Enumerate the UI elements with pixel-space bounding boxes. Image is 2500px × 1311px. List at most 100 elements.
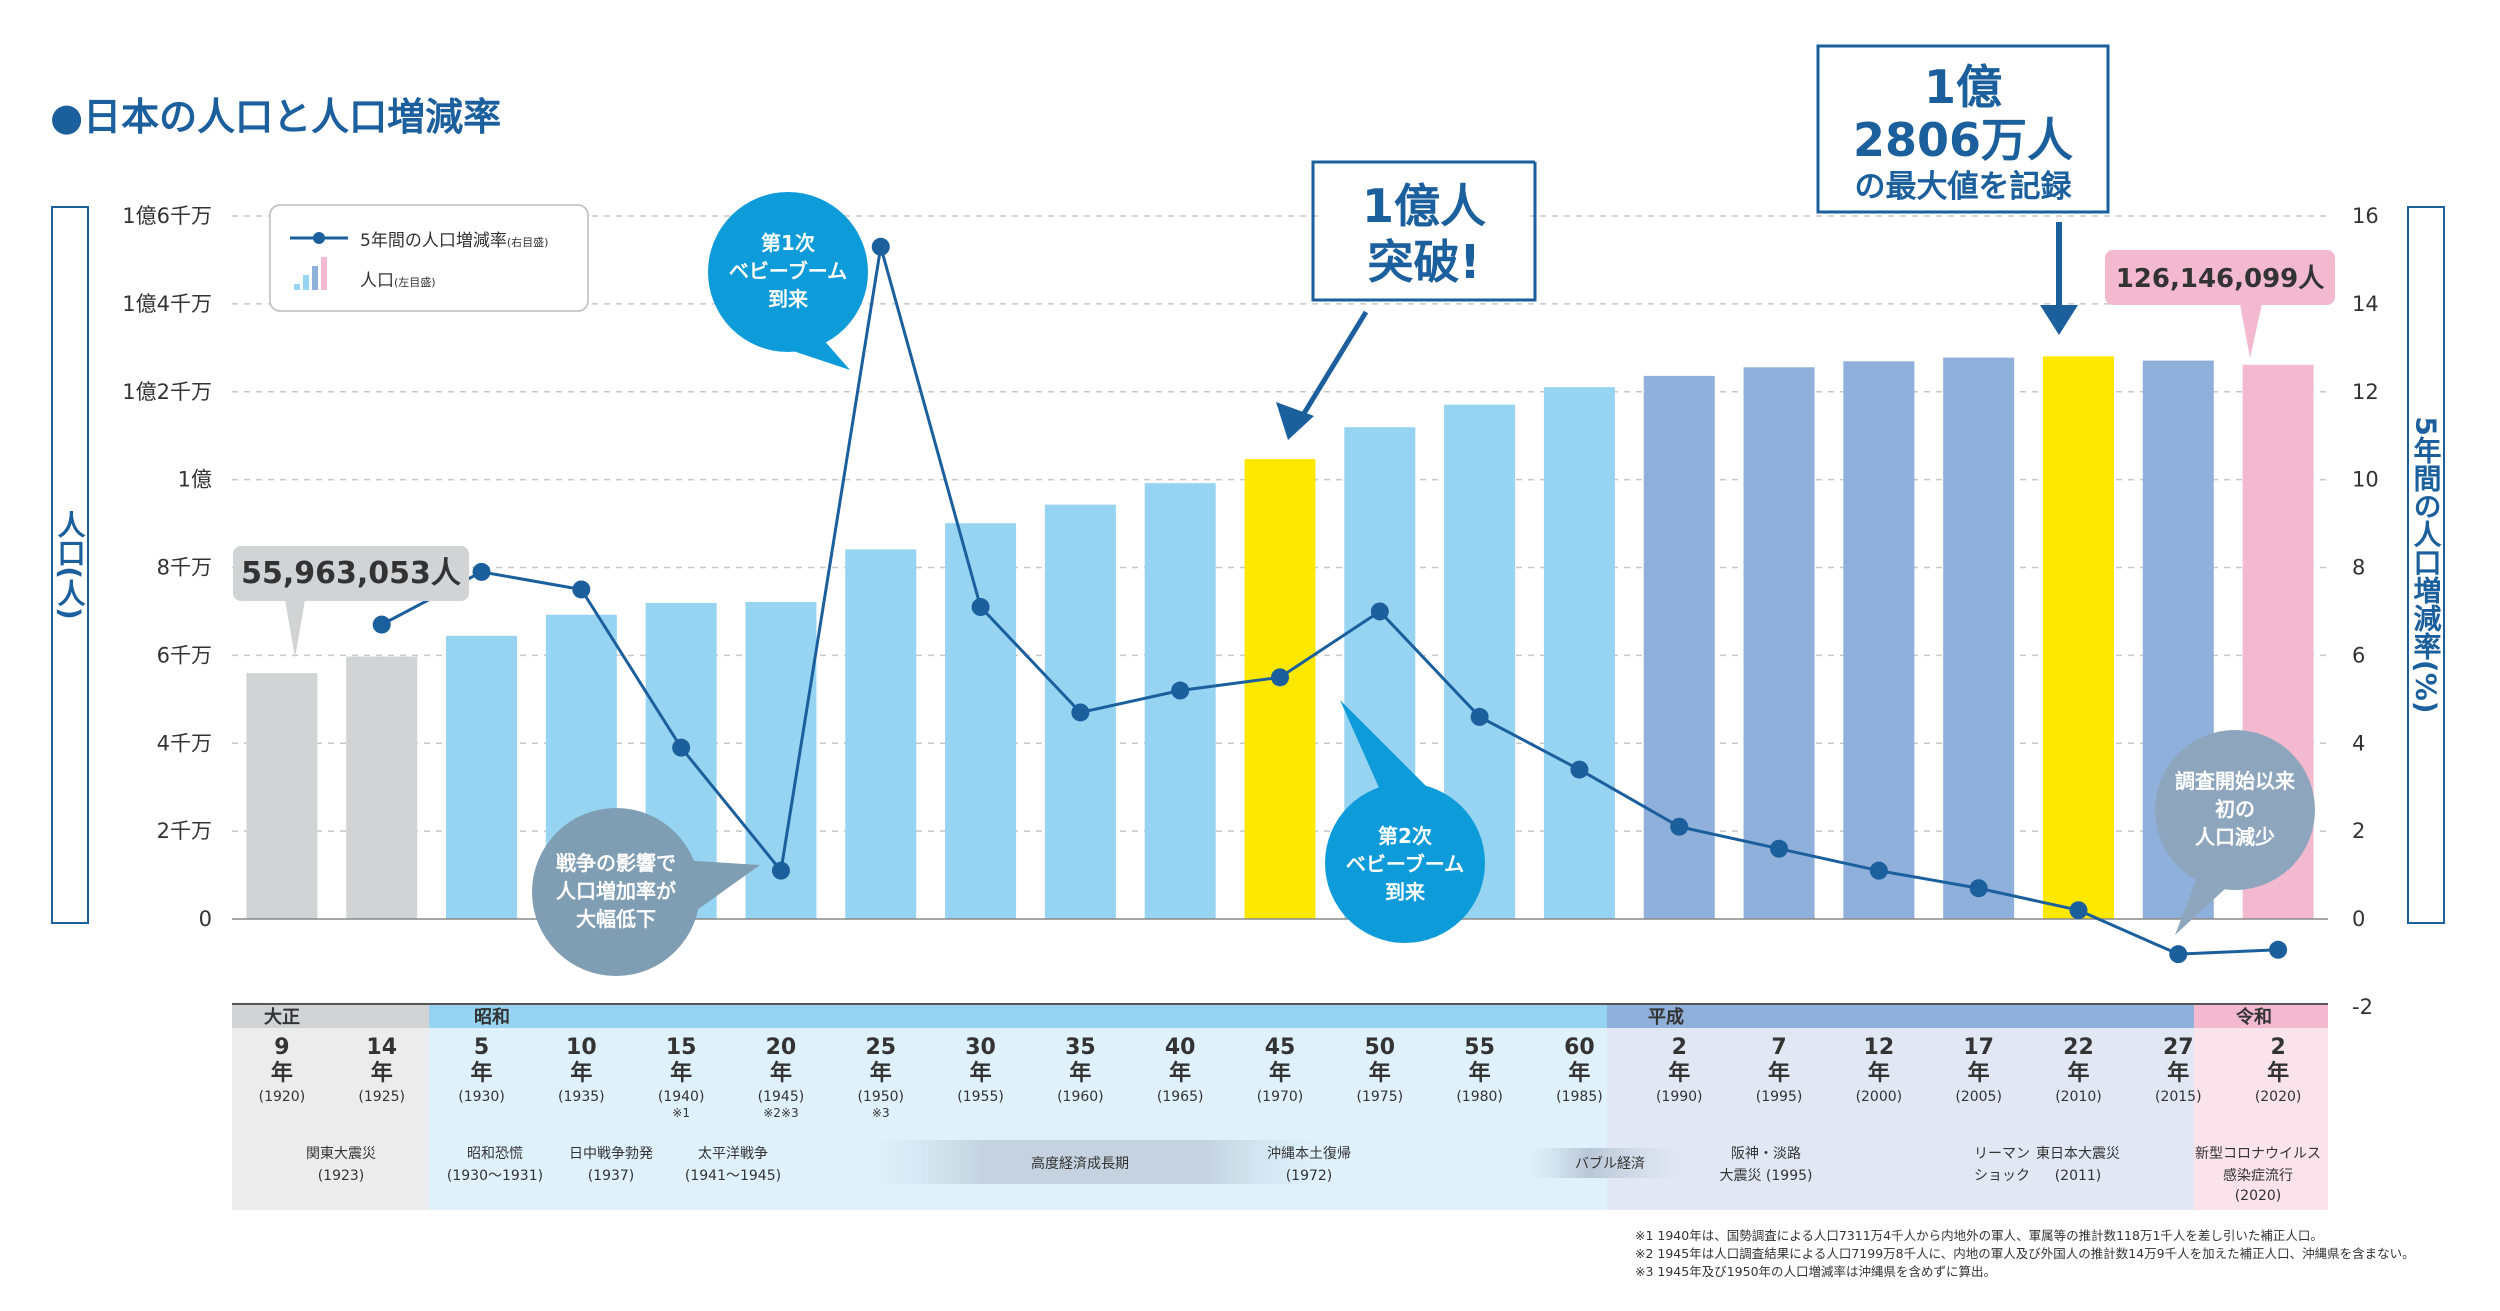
event-hanshin: 阪神・淡路 bbox=[1731, 1146, 1801, 1162]
footnotes: ※1 1940年は、国勢調査による人口7311万4千人から内地外の軍人、軍属等の… bbox=[1635, 1228, 2415, 1279]
ad-year: (2015) bbox=[2155, 1089, 2202, 1105]
year-number: 25 bbox=[865, 1035, 896, 1060]
year-unit: 年 bbox=[1868, 1060, 1890, 1086]
event-okinawa-year: (1972) bbox=[1286, 1168, 1333, 1184]
year-note: ※2※3 bbox=[763, 1106, 798, 1120]
population-bar bbox=[1743, 367, 1815, 919]
svg-text:2806万人: 2806万人 bbox=[1853, 113, 2073, 167]
left-tick-label: 1億 bbox=[178, 468, 212, 492]
left-tick-label: 8千万 bbox=[157, 556, 212, 580]
rate-line-path bbox=[381, 246, 2279, 956]
year-number: 2 bbox=[2270, 1035, 2285, 1060]
event-sino-war: 日中戦争勃発 bbox=[569, 1146, 653, 1162]
population-bar bbox=[1843, 361, 1915, 919]
right-tick-label: 8 bbox=[2352, 556, 2365, 580]
year-number: 45 bbox=[1265, 1035, 1296, 1060]
year-unit: 年 bbox=[1369, 1060, 1391, 1086]
event-kanto-year: (1923) bbox=[318, 1168, 365, 1184]
event-lehman-2: ショック bbox=[1974, 1168, 2030, 1184]
right-tick-label: 0 bbox=[2352, 907, 2365, 931]
rate-point bbox=[1770, 839, 1789, 858]
svg-text:調査開始以来: 調査開始以来 bbox=[2175, 769, 2296, 793]
rate-point bbox=[1071, 703, 1090, 722]
event-showa-crisis: 昭和恐慌 bbox=[467, 1146, 523, 1162]
svg-text:到来: 到来 bbox=[768, 287, 809, 311]
year-unit: 年 bbox=[770, 1060, 792, 1086]
callout-last-pop: 126,146,099人 bbox=[2105, 250, 2335, 358]
year-number: 14 bbox=[366, 1035, 397, 1060]
legend-rate-label: 5年間の人口増減率 bbox=[360, 231, 507, 251]
ad-year: (1940) bbox=[658, 1089, 705, 1105]
right-tick-label: 12 bbox=[2352, 380, 2379, 404]
year-unit: 年 bbox=[870, 1060, 892, 1086]
year-unit: 年 bbox=[1469, 1060, 1491, 1086]
population-bar bbox=[1144, 483, 1216, 919]
year-unit: 年 bbox=[1568, 1060, 1590, 1086]
year-number: 15 bbox=[666, 1035, 697, 1060]
left-axis-ticks: 0 2千万 4千万 6千万 8千万 1億 1億2千万 1億4千万 1億6千万 bbox=[122, 204, 212, 931]
callout-max-pop: 1億 2806万人 の最大値を記録 bbox=[1816, 44, 2110, 335]
ad-year: (2010) bbox=[2055, 1089, 2102, 1105]
year-number: 27 bbox=[2163, 1035, 2194, 1060]
rate-point bbox=[2069, 901, 2088, 920]
svg-text:人口増加率が: 人口増加率が bbox=[556, 879, 676, 903]
right-axis-title: 5年間の人口増減率(%) bbox=[2410, 416, 2443, 713]
population-bar bbox=[1244, 459, 1316, 919]
year-unit: 年 bbox=[970, 1060, 992, 1086]
left-tick-label: 6千万 bbox=[157, 643, 212, 667]
event-kanto: 関東大震災 bbox=[306, 1146, 376, 1162]
population-bar bbox=[945, 523, 1017, 919]
footnote-3: ※3 1945年及び1950年の人口増減率は沖縄県を含めずに算出。 bbox=[1635, 1264, 1996, 1279]
year-unit: 年 bbox=[1269, 1060, 1291, 1086]
legend-pop-note: (左目盛) bbox=[394, 275, 436, 289]
year-number: 7 bbox=[1771, 1035, 1786, 1060]
population-bar bbox=[1643, 375, 1715, 919]
timeline: 大正 昭和 平成 令和 9年(1920)14年(1925)5年(1930)10年… bbox=[232, 1003, 2328, 1210]
year-number: 50 bbox=[1364, 1035, 1395, 1060]
year-number: 60 bbox=[1564, 1035, 1595, 1060]
svg-text:5年間の人口増減率(右目盛): 5年間の人口増減率(右目盛) bbox=[360, 231, 548, 251]
svg-text:初の: 初の bbox=[2215, 797, 2255, 821]
rate-point bbox=[1869, 861, 1888, 880]
year-unit: 年 bbox=[1169, 1060, 1191, 1086]
event-covid-2: 感染症流行 bbox=[2223, 1167, 2293, 1184]
left-tick-label: 0 bbox=[199, 907, 212, 931]
page-title: ●日本の人口と人口増減率 bbox=[50, 95, 501, 139]
left-tick-label: 1億4千万 bbox=[122, 292, 212, 316]
year-number: 17 bbox=[1963, 1035, 1994, 1060]
svg-text:1億: 1億 bbox=[1924, 60, 2002, 114]
year-number: 35 bbox=[1065, 1035, 1096, 1060]
svg-text:55,963,053人: 55,963,053人 bbox=[241, 556, 461, 591]
event-tohoku-year: (2011) bbox=[2055, 1168, 2102, 1184]
rate-point bbox=[2169, 945, 2188, 964]
year-note: ※1 bbox=[672, 1106, 690, 1120]
right-tick-label: 16 bbox=[2352, 204, 2379, 228]
year-number: 40 bbox=[1165, 1035, 1196, 1060]
footnote-2: ※2 1945年は人口調査結果による人口7199万8千人に、内地の軍人及び外国人… bbox=[1635, 1246, 2415, 1261]
rate-point bbox=[572, 580, 591, 599]
svg-text:ベビーブーム: ベビーブーム bbox=[729, 259, 847, 283]
year-unit: 年 bbox=[1069, 1060, 1091, 1086]
population-bar bbox=[246, 673, 318, 919]
era-taisho: 大正 bbox=[264, 1006, 300, 1028]
year-note: ※3 bbox=[872, 1106, 890, 1120]
year-unit: 年 bbox=[271, 1060, 293, 1086]
svg-text:大幅低下: 大幅低下 bbox=[576, 907, 656, 931]
left-tick-label: 1億2千万 bbox=[122, 380, 212, 404]
right-tick-label: -2 bbox=[2352, 995, 2373, 1019]
event-covid: 新型コロナウイルス bbox=[2195, 1146, 2321, 1162]
population-bar bbox=[1543, 387, 1615, 919]
left-tick-label: 2千万 bbox=[157, 819, 212, 843]
callout-baby-boom-2: 第2次 ベビーブーム 到来 bbox=[1325, 700, 1485, 943]
year-unit: 年 bbox=[371, 1060, 393, 1086]
event-covid-year: (2020) bbox=[2235, 1188, 2282, 1204]
left-axis-title: 人口(人) bbox=[54, 510, 87, 620]
year-number: 2 bbox=[1672, 1035, 1687, 1060]
rate-point bbox=[2269, 940, 2288, 959]
year-unit: 年 bbox=[1968, 1060, 1990, 1086]
callout-baby-boom-1: 第1次 ベビーブーム 到来 bbox=[708, 192, 868, 370]
svg-text:人口(左目盛): 人口(左目盛) bbox=[360, 271, 436, 291]
right-axis-box bbox=[2407, 206, 2445, 924]
svg-text:戦争の影響で: 戦争の影響で bbox=[556, 851, 676, 875]
rate-point bbox=[372, 615, 391, 634]
